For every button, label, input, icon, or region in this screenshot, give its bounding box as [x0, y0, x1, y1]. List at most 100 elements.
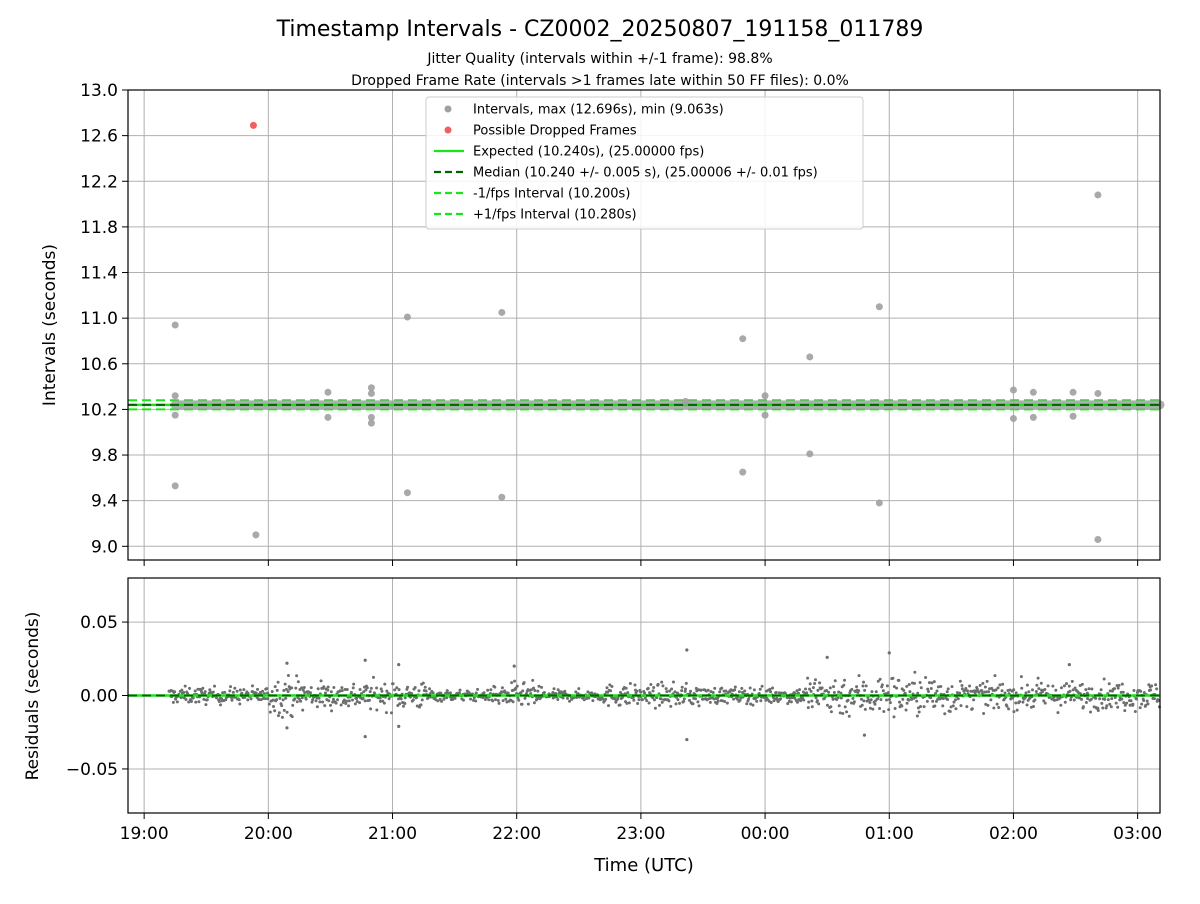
residual-point — [184, 698, 188, 702]
residual-point — [1144, 703, 1148, 707]
residual-point — [531, 678, 535, 682]
residual-point — [850, 687, 854, 691]
residual-point — [1120, 697, 1124, 701]
residual-point — [871, 707, 875, 711]
residual-point — [786, 702, 790, 706]
residual-point — [1131, 702, 1135, 706]
residual-point — [959, 704, 963, 708]
residual-point — [1054, 688, 1058, 692]
residual-point — [551, 696, 555, 700]
intervals-panel: 9.0 9.4 9.8 10.2 10.6 11.0 11.4 11.8 12.2 12.6 13.… — [40, 81, 1165, 566]
residual-point — [977, 690, 981, 694]
residual-point — [913, 670, 917, 674]
residual-point — [970, 707, 974, 711]
residual-point — [647, 701, 651, 705]
residual-point — [302, 686, 306, 690]
residual-point — [929, 696, 933, 700]
residual-point — [998, 683, 1002, 687]
residual-point — [183, 684, 187, 688]
residual-point — [240, 691, 244, 695]
residual-point — [671, 680, 675, 684]
residual-point — [748, 686, 752, 690]
residual-point — [810, 699, 814, 703]
interval-point — [171, 321, 179, 329]
residual-point — [1116, 686, 1120, 690]
residual-point — [271, 698, 275, 702]
residual-point — [1132, 689, 1136, 693]
residual-point — [362, 690, 366, 694]
residual-point — [410, 691, 414, 695]
residual-point — [660, 700, 664, 704]
residual-point — [847, 714, 851, 718]
interval-point — [1029, 413, 1037, 421]
residual-point — [482, 691, 486, 695]
residual-point — [444, 691, 448, 695]
residual-point — [1114, 701, 1118, 705]
residual-point — [808, 687, 812, 691]
residual-point — [1156, 699, 1160, 703]
residual-point — [180, 688, 184, 692]
residual-point — [922, 705, 926, 709]
residual-point — [532, 701, 536, 705]
residual-point — [290, 686, 294, 690]
residual-point — [563, 689, 567, 693]
residual-point — [673, 690, 677, 694]
residual-point — [419, 703, 423, 707]
residual-point — [916, 691, 920, 695]
residual-point — [793, 696, 797, 700]
chart-subtitle-dropped: Dropped Frame Rate (intervals >1 frames … — [351, 73, 849, 89]
residual-point — [888, 701, 892, 705]
residual-point — [964, 687, 968, 691]
residual-point — [326, 688, 330, 692]
residual-point — [808, 682, 812, 686]
residual-point — [1106, 698, 1110, 702]
residual-point — [1042, 699, 1046, 703]
residual-point — [605, 686, 609, 690]
x-tick-label: 21:00 — [368, 824, 417, 844]
residual-point — [924, 676, 928, 680]
interval-point — [739, 468, 747, 476]
residual-point — [656, 682, 660, 686]
residual-point — [445, 689, 449, 693]
residual-point — [751, 703, 755, 707]
residual-point — [1012, 688, 1016, 692]
residual-point — [930, 681, 934, 685]
residual-point — [918, 681, 922, 685]
residual-point — [936, 685, 940, 689]
residual-point — [941, 704, 945, 708]
residual-point — [859, 697, 863, 701]
residual-point — [832, 691, 836, 695]
residual-point — [1152, 697, 1156, 701]
residual-point — [266, 697, 270, 701]
residual-point — [542, 690, 546, 694]
residual-point — [204, 703, 208, 707]
residual-point — [1102, 677, 1106, 681]
residual-point — [713, 686, 717, 690]
residual-point — [1043, 687, 1047, 691]
residual-point — [837, 690, 841, 694]
residual-point — [391, 682, 395, 686]
residual-point — [246, 698, 250, 702]
residual-point — [1059, 686, 1063, 690]
residual-point — [1021, 700, 1025, 704]
residual-point — [345, 688, 349, 692]
residual-point — [1129, 699, 1133, 703]
residual-point — [397, 697, 401, 701]
residual-point — [506, 691, 510, 695]
interval-point — [171, 392, 179, 400]
residual-point — [779, 697, 783, 701]
residual-point — [926, 689, 930, 693]
residual-point — [267, 702, 271, 706]
residual-point — [1125, 701, 1129, 705]
interval-point — [367, 389, 375, 397]
x-axis-label: Time (UTC) — [593, 855, 694, 876]
residual-point — [862, 733, 867, 737]
residual-point — [423, 685, 427, 689]
residual-point — [733, 685, 737, 689]
residual-point — [795, 700, 799, 704]
residual-point — [590, 691, 594, 695]
dropped-frame-point — [249, 121, 257, 129]
residual-point — [235, 689, 239, 693]
residual-point — [173, 690, 177, 694]
interval-point — [171, 482, 179, 490]
